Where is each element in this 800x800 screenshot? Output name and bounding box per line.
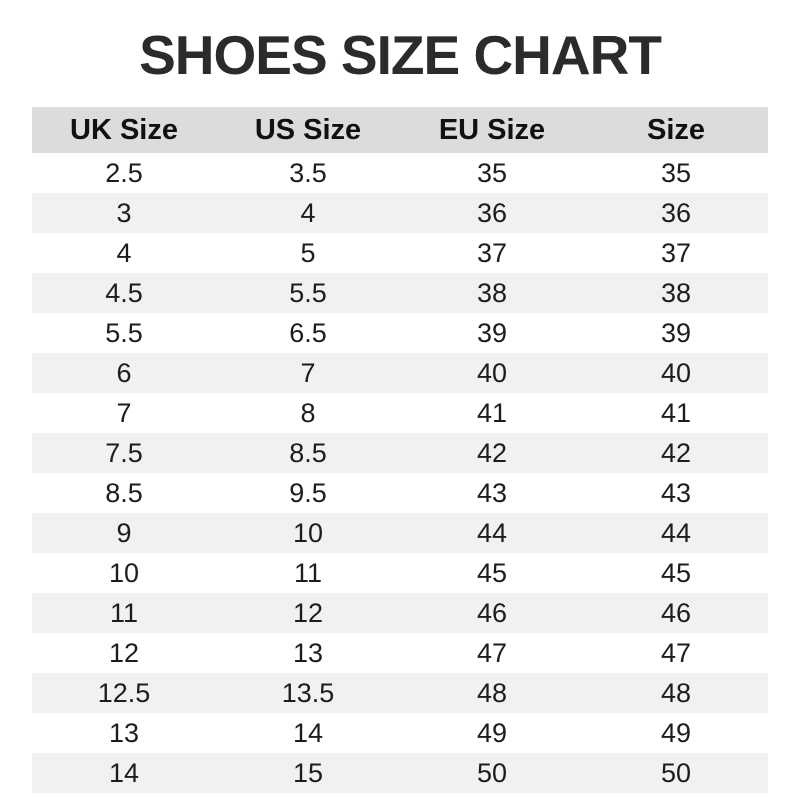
table-row: 13 14 49 49 bbox=[32, 713, 768, 753]
table-cell: 6.5 bbox=[289, 317, 327, 348]
table-cell: 43 bbox=[476, 477, 508, 508]
table-cell: 44 bbox=[660, 517, 692, 548]
table-cell: 7 bbox=[116, 397, 132, 428]
size-table: UK Size US Size EU Size Size 2.5 3.5 35 35 3… bbox=[32, 107, 768, 793]
table-cell: 46 bbox=[476, 597, 508, 628]
table-cell: 4 bbox=[116, 237, 132, 268]
column-header-uk-size: UK Size bbox=[70, 113, 178, 146]
table-row: 8.5 9.5 43 43 bbox=[32, 473, 768, 513]
table-cell: 13 bbox=[292, 637, 324, 668]
table-cell: 42 bbox=[476, 437, 508, 468]
table-cell: 12 bbox=[292, 597, 324, 628]
table-cell: 10 bbox=[108, 557, 140, 588]
table-cell: 5.5 bbox=[289, 277, 327, 308]
table-cell: 38 bbox=[476, 277, 508, 308]
table-cell: 9 bbox=[116, 517, 132, 548]
column-header-us-size: US Size bbox=[254, 113, 362, 146]
table-cell: 48 bbox=[660, 677, 692, 708]
table-cell: 8.5 bbox=[105, 477, 143, 508]
table-cell: 37 bbox=[476, 237, 508, 268]
table-cell: 7 bbox=[300, 357, 316, 388]
table-cell: 43 bbox=[660, 477, 692, 508]
table-row: 4.5 5.5 38 38 bbox=[32, 273, 768, 313]
table-cell: 10 bbox=[292, 517, 324, 548]
table-cell: 49 bbox=[660, 717, 692, 748]
table-cell: 13 bbox=[108, 717, 140, 748]
table-header-row: UK Size US Size EU Size Size bbox=[32, 107, 768, 153]
table-cell: 50 bbox=[476, 757, 508, 788]
table-row: 7 8 41 41 bbox=[32, 393, 768, 433]
table-cell: 40 bbox=[476, 357, 508, 388]
table-cell: 8.5 bbox=[289, 437, 327, 468]
table-cell: 2.5 bbox=[105, 157, 143, 188]
table-cell: 7.5 bbox=[105, 437, 143, 468]
table-cell: 14 bbox=[108, 757, 140, 788]
table-cell: 47 bbox=[476, 637, 508, 668]
table-cell: 38 bbox=[660, 277, 692, 308]
table-cell: 11 bbox=[109, 597, 139, 628]
table-cell: 42 bbox=[660, 437, 692, 468]
table-cell: 11 bbox=[293, 557, 323, 588]
table-row: 14 15 50 50 bbox=[32, 753, 768, 793]
table-row: 12 13 47 47 bbox=[32, 633, 768, 673]
table-row: 10 11 45 45 bbox=[32, 553, 768, 593]
table-cell: 3.5 bbox=[289, 157, 327, 188]
table-cell: 44 bbox=[476, 517, 508, 548]
table-cell: 50 bbox=[660, 757, 692, 788]
table-cell: 41 bbox=[660, 397, 692, 428]
table-cell: 48 bbox=[476, 677, 508, 708]
table-cell: 37 bbox=[660, 237, 692, 268]
table-cell: 39 bbox=[476, 317, 508, 348]
table-row: 6 7 40 40 bbox=[32, 353, 768, 393]
table-cell: 35 bbox=[476, 157, 508, 188]
table-cell: 40 bbox=[660, 357, 692, 388]
table-row: 7.5 8.5 42 42 bbox=[32, 433, 768, 473]
table-cell: 15 bbox=[292, 757, 324, 788]
table-cell: 39 bbox=[660, 317, 692, 348]
size-chart-page: SHOES SIZE CHART UK Size US Size EU Size… bbox=[0, 22, 800, 800]
table-cell: 36 bbox=[476, 197, 508, 228]
table-cell: 12 bbox=[108, 637, 140, 668]
table-cell: 45 bbox=[660, 557, 692, 588]
table-row: 5.5 6.5 39 39 bbox=[32, 313, 768, 353]
table-cell: 12.5 bbox=[97, 677, 151, 708]
page-title: SHOES SIZE CHART bbox=[139, 24, 662, 86]
table-cell: 46 bbox=[660, 597, 692, 628]
table-cell: 45 bbox=[476, 557, 508, 588]
table-cell: 36 bbox=[660, 197, 692, 228]
column-header-size: Size bbox=[646, 113, 706, 146]
table-cell: 9.5 bbox=[289, 477, 327, 508]
table-cell: 47 bbox=[660, 637, 692, 668]
table-row: 2.5 3.5 35 35 bbox=[32, 153, 768, 193]
table-cell: 5.5 bbox=[105, 317, 143, 348]
table-cell: 41 bbox=[476, 397, 508, 428]
table-row: 3 4 36 36 bbox=[32, 193, 768, 233]
table-cell: 4 bbox=[300, 197, 316, 228]
table-cell: 5 bbox=[300, 237, 316, 268]
table-cell: 49 bbox=[476, 717, 508, 748]
table-cell: 13.5 bbox=[281, 677, 335, 708]
table-row: 12.5 13.5 48 48 bbox=[32, 673, 768, 713]
table-cell: 3 bbox=[116, 197, 132, 228]
table-body: 2.5 3.5 35 35 3 4 36 36 4 5 37 37 4.5 5.5 38 38 5.5 6.5 39… bbox=[32, 153, 768, 793]
table-cell: 6 bbox=[116, 357, 132, 388]
table-row: 4 5 37 37 bbox=[32, 233, 768, 273]
table-cell: 35 bbox=[660, 157, 692, 188]
table-row: 11 12 46 46 bbox=[32, 593, 768, 633]
table-row: 9 10 44 44 bbox=[32, 513, 768, 553]
column-header-eu-size: EU Size bbox=[438, 113, 546, 146]
table-cell: 4.5 bbox=[105, 277, 143, 308]
table-cell: 14 bbox=[292, 717, 324, 748]
table-cell: 8 bbox=[300, 397, 316, 428]
